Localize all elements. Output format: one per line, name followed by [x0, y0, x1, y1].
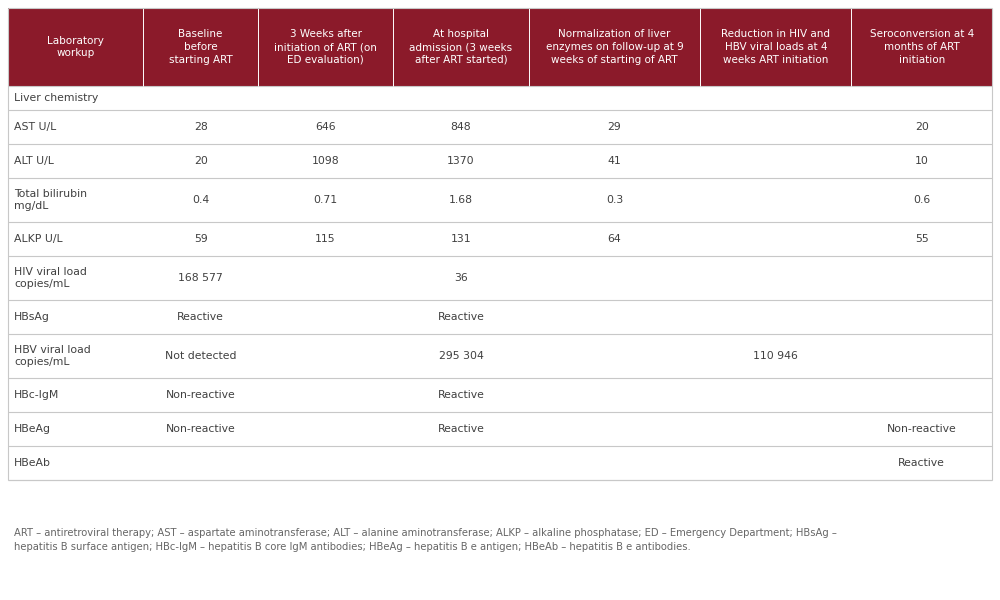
Text: 10: 10: [915, 156, 929, 166]
Text: 28: 28: [194, 122, 208, 132]
Text: 0.6: 0.6: [913, 195, 930, 205]
Text: 55: 55: [915, 234, 929, 244]
Text: Non-reactive: Non-reactive: [166, 424, 236, 434]
Text: 36: 36: [454, 273, 468, 283]
Text: Baseline
before
starting ART: Baseline before starting ART: [169, 29, 233, 65]
Text: ART – antiretroviral therapy; AST – aspartate aminotransferase; ALT – alanine am: ART – antiretroviral therapy; AST – aspa…: [14, 528, 837, 552]
Text: Reactive: Reactive: [898, 458, 945, 468]
Text: Liver chemistry: Liver chemistry: [14, 93, 98, 103]
Text: 0.71: 0.71: [314, 195, 338, 205]
Text: ALT U/L: ALT U/L: [14, 156, 54, 166]
Text: 29: 29: [608, 122, 621, 132]
Text: 1370: 1370: [447, 156, 475, 166]
Text: Normalization of liver
enzymes on follow-up at 9
weeks of starting of ART: Normalization of liver enzymes on follow…: [546, 29, 683, 65]
Text: HIV viral load
copies/mL: HIV viral load copies/mL: [14, 267, 87, 289]
Text: 848: 848: [451, 122, 471, 132]
Text: 646: 646: [315, 122, 336, 132]
Text: 41: 41: [608, 156, 621, 166]
Text: 20: 20: [915, 122, 929, 132]
Text: HBeAg: HBeAg: [14, 424, 51, 434]
Text: HBeAb: HBeAb: [14, 458, 51, 468]
Text: At hospital
admission (3 weeks
after ART started): At hospital admission (3 weeks after ART…: [409, 29, 513, 65]
Text: Laboratory
workup: Laboratory workup: [47, 35, 104, 58]
Text: Non-reactive: Non-reactive: [166, 390, 236, 400]
Text: 0.3: 0.3: [606, 195, 623, 205]
Text: Non-reactive: Non-reactive: [887, 424, 957, 434]
Text: Reactive: Reactive: [438, 312, 484, 322]
Text: 110 946: 110 946: [753, 351, 798, 361]
Text: 20: 20: [194, 156, 208, 166]
Text: 1.68: 1.68: [449, 195, 473, 205]
Text: Seroconversion at 4
months of ART
initiation: Seroconversion at 4 months of ART initia…: [870, 29, 974, 65]
Text: HBc-IgM: HBc-IgM: [14, 390, 59, 400]
Text: 0.4: 0.4: [192, 195, 209, 205]
Text: Reactive: Reactive: [438, 424, 484, 434]
Text: 1098: 1098: [312, 156, 339, 166]
Text: ALKP U/L: ALKP U/L: [14, 234, 63, 244]
Text: Total bilirubin
mg/dL: Total bilirubin mg/dL: [14, 189, 87, 211]
Text: AST U/L: AST U/L: [14, 122, 56, 132]
Text: 295 304: 295 304: [439, 351, 483, 361]
Text: HBV viral load
copies/mL: HBV viral load copies/mL: [14, 345, 91, 367]
Text: HBsAg: HBsAg: [14, 312, 50, 322]
Text: 59: 59: [194, 234, 208, 244]
Text: Reduction in HIV and
HBV viral loads at 4
weeks ART initiation: Reduction in HIV and HBV viral loads at …: [721, 29, 830, 65]
Text: 3 Weeks after
initiation of ART (on
ED evaluation): 3 Weeks after initiation of ART (on ED e…: [274, 29, 377, 65]
Text: 131: 131: [451, 234, 471, 244]
Text: 64: 64: [608, 234, 621, 244]
Bar: [8, 8, 992, 86]
Text: Reactive: Reactive: [177, 312, 224, 322]
Text: Reactive: Reactive: [438, 390, 484, 400]
Text: 115: 115: [315, 234, 336, 244]
Text: Not detected: Not detected: [165, 351, 236, 361]
Text: 168 577: 168 577: [178, 273, 223, 283]
